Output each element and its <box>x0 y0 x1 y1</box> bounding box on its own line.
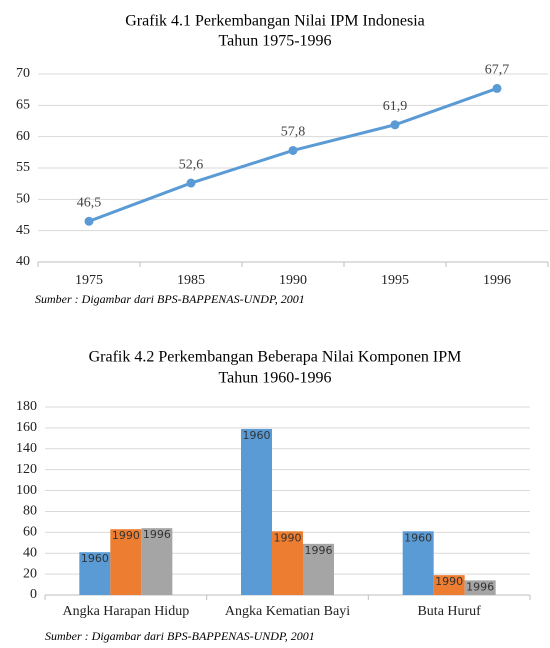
bar-label: 1996 <box>143 528 171 541</box>
x-tick-label: Angka Harapan Hidup <box>62 604 189 619</box>
bar-label: 1990 <box>274 531 302 544</box>
y-tick-label: 60 <box>16 129 30 144</box>
marker <box>288 145 298 155</box>
y-tick-label: 160 <box>16 420 37 435</box>
y-tick-label: 45 <box>16 223 30 238</box>
marker <box>492 83 502 93</box>
y-tick-label: 50 <box>16 192 30 207</box>
marker <box>84 216 94 226</box>
bar-label: 1996 <box>466 580 494 593</box>
y-tick-label: 80 <box>23 504 37 519</box>
bar <box>241 428 272 595</box>
bar <box>402 531 434 595</box>
chart-subtitle: Tahun 1975-1996 <box>218 33 331 50</box>
bar <box>433 575 465 595</box>
marker <box>186 178 196 188</box>
x-tick-label: 1990 <box>279 273 307 288</box>
y-tick-label: 120 <box>16 462 37 477</box>
source-note: Sumber : Digambar dari BPS-BAPPENAS-UNDP… <box>35 292 305 306</box>
y-tick-label: 140 <box>16 441 37 456</box>
y-tick-label: 180 <box>16 399 37 414</box>
y-tick-label: 40 <box>16 254 30 269</box>
value-label: 67,7 <box>485 63 510 78</box>
chart-subtitle: Tahun 1960-1996 <box>218 370 331 387</box>
y-tick-label: 60 <box>23 525 37 540</box>
bar-label: 1960 <box>404 531 432 544</box>
y-tick-label: 100 <box>16 483 37 498</box>
y-tick-label: 65 <box>16 98 30 113</box>
bar-label: 1990 <box>112 529 140 542</box>
x-tick-label: 1995 <box>381 273 409 288</box>
bar-label: 1960 <box>243 429 271 442</box>
marker <box>390 120 400 130</box>
x-tick-label: 1985 <box>177 273 205 288</box>
x-tick-label: 1975 <box>75 273 103 288</box>
chart-title: Grafik 4.1 Perkembangan Nilai IPM Indone… <box>125 13 424 30</box>
value-label: 52,6 <box>179 157 204 172</box>
bar <box>79 552 111 595</box>
y-tick-label: 0 <box>30 587 37 602</box>
bar <box>303 543 334 595</box>
y-tick-label: 40 <box>23 545 37 560</box>
bar-label: 1990 <box>435 575 463 588</box>
bar-label: 1996 <box>305 544 333 557</box>
y-tick-label: 20 <box>23 566 37 581</box>
bar <box>272 531 303 595</box>
source-note: Sumber : Digambar dari BPS-BAPPENAS-UNDP… <box>45 629 315 643</box>
chart-title: Grafik 4.2 Perkembangan Beberapa Nilai K… <box>89 349 462 366</box>
x-tick-label: Angka Kematian Bayi <box>225 604 350 619</box>
x-tick-label: Buta Huruf <box>417 604 481 619</box>
y-tick-label: 55 <box>16 160 30 175</box>
bar <box>464 580 496 595</box>
bar-label: 1960 <box>81 552 109 565</box>
x-tick-label: 1996 <box>483 273 511 288</box>
value-label: 57,8 <box>281 125 306 140</box>
bar <box>110 529 142 595</box>
value-label: 46,5 <box>77 195 102 210</box>
bar <box>141 528 173 595</box>
y-tick-label: 70 <box>16 66 30 81</box>
value-label: 61,9 <box>383 99 408 114</box>
